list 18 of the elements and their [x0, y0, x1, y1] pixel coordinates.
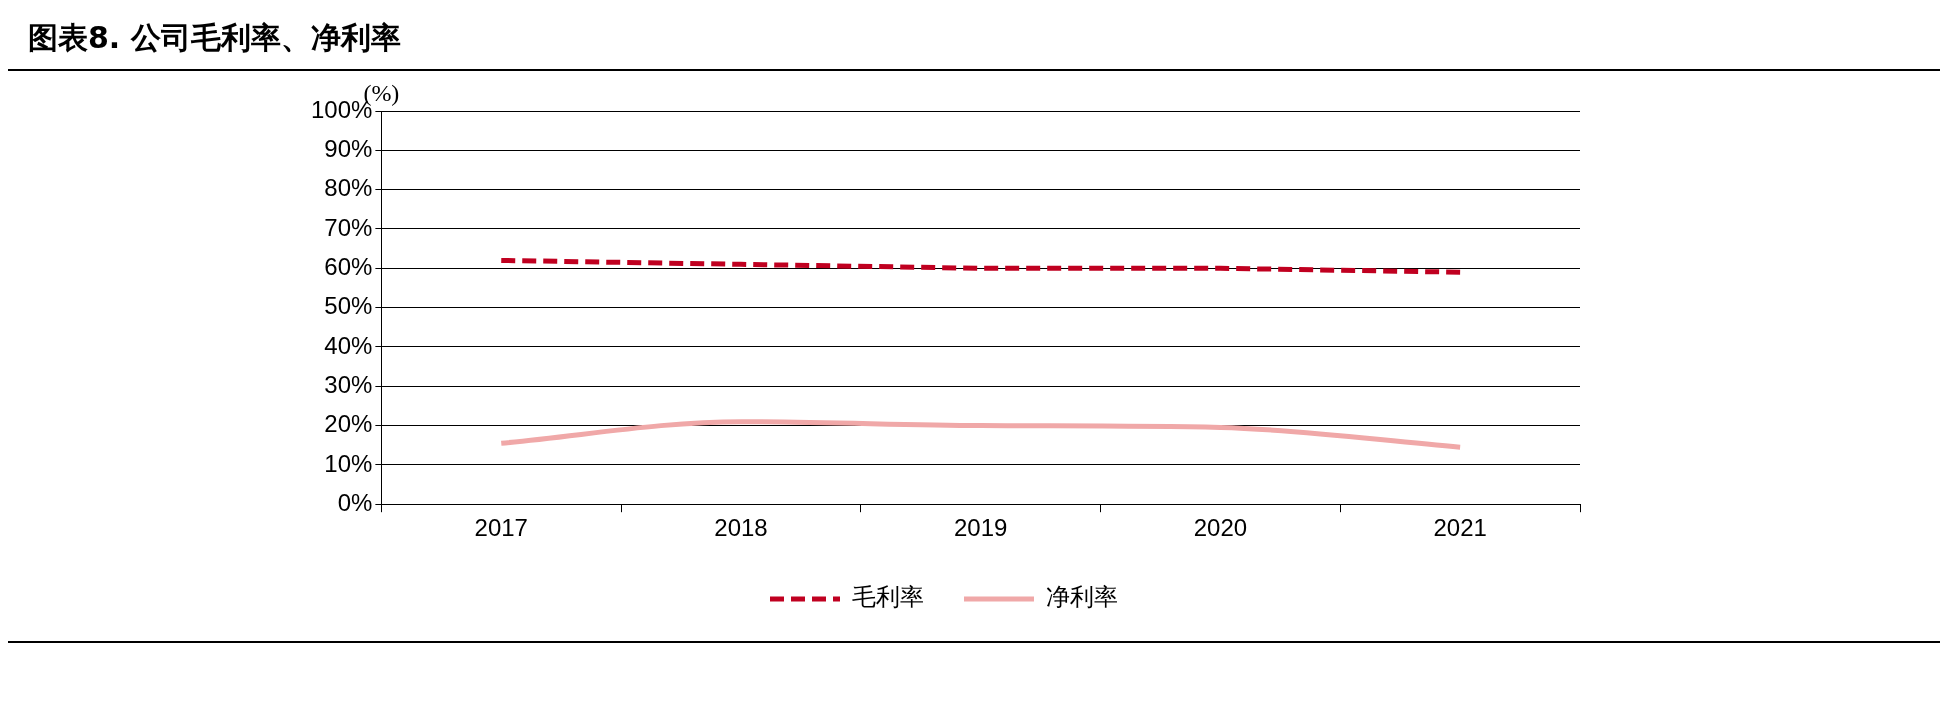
y-tick-label: 30% [324, 370, 373, 398]
x-tick-label: 2021 [1433, 514, 1487, 542]
y-tick-label: 80% [324, 174, 373, 202]
y-tick-label: 50% [324, 292, 373, 320]
x-tick-label: 2019 [954, 514, 1008, 542]
x-tick-label: 2018 [714, 514, 768, 542]
x-tick-label: 2020 [1193, 514, 1248, 542]
y-tick-label: 90% [324, 134, 373, 162]
x-tick-label: 2017 [474, 514, 528, 542]
y-tick-label: 40% [324, 331, 373, 359]
y-tick-label: 20% [324, 410, 373, 438]
chart-title: 图表8. 公司毛利率、净利率 [8, 8, 1940, 71]
legend-label: 净利率 [1046, 583, 1118, 612]
y-tick-label: 70% [324, 213, 373, 241]
y-tick-label: 60% [324, 252, 373, 280]
y-tick-label: 0% [337, 488, 373, 516]
y-tick-label: 10% [324, 449, 373, 477]
legend-label: 毛利率 [852, 583, 924, 612]
